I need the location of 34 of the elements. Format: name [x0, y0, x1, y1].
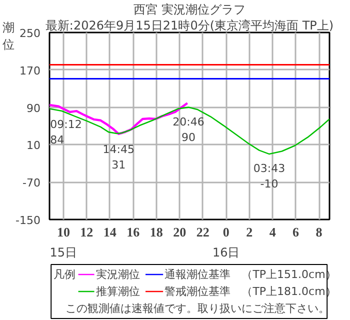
- legend-label: 警戒潮位基準 （TP上181.0cm）: [164, 285, 336, 298]
- x-tick-label: 20: [173, 224, 186, 240]
- annotation: 14:45 31: [102, 142, 134, 172]
- annotation: 09:12 84: [50, 118, 82, 147]
- legend-label: 通報潮位基準 （TP上151.0cm）: [164, 268, 336, 281]
- y-tick-label: -70: [22, 176, 40, 190]
- x-tick-label: 14: [103, 224, 117, 240]
- annotation: 03:43 -10: [253, 162, 286, 191]
- chart-title: 西宮 実況潮位グラフ: [134, 2, 246, 16]
- y-axis-title: 潮位: [2, 20, 14, 52]
- chart-subtitle: 最新:2026年9月15日21時0分(東京湾平均海面 TP上): [45, 18, 334, 32]
- text: この観測値は速報値です。取り扱いにご注意下さい。: [66, 302, 330, 315]
- text: 16日: [212, 246, 240, 260]
- y-tick-label: 10: [26, 139, 41, 152]
- legend-title: 凡例: [54, 268, 76, 281]
- x-tick-label: 2: [246, 224, 253, 240]
- x-tick-label: 4: [269, 224, 276, 240]
- y-tick-label: -150: [16, 214, 41, 227]
- x-tick-label: 18: [150, 224, 164, 240]
- y-tick-label: 250: [20, 27, 41, 40]
- x-tick-label: 8: [316, 224, 323, 240]
- y-tick-label: 90: [26, 102, 41, 115]
- text: 15日: [50, 246, 78, 260]
- x-tick-label: 12: [80, 224, 94, 240]
- x-tick-label: 0: [222, 224, 230, 240]
- x-tick-label: 16: [126, 224, 140, 240]
- legend-label: 実況潮位: [96, 268, 140, 281]
- legend-label: 推算潮位: [96, 285, 140, 298]
- annotation: 20:46 90: [172, 115, 204, 144]
- y-tick-label: 170: [20, 64, 41, 78]
- line-series: [50, 106, 330, 155]
- x-tick-label: 10: [56, 224, 70, 240]
- x-tick-label: 22: [196, 224, 210, 240]
- x-tick-label: 6: [292, 224, 300, 240]
